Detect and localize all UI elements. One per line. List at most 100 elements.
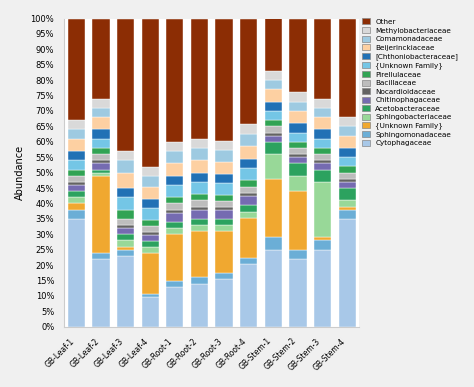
Bar [191, 200, 208, 207]
Bar [166, 151, 183, 163]
Bar [289, 102, 307, 111]
Bar [68, 120, 85, 130]
Bar [92, 19, 109, 99]
Bar [117, 247, 134, 250]
Bar [314, 108, 331, 117]
Bar [314, 130, 331, 139]
Bar [92, 253, 109, 259]
Bar [264, 127, 282, 133]
Bar [264, 71, 282, 80]
Bar [68, 185, 85, 191]
Bar [215, 210, 233, 219]
Bar [264, 89, 282, 102]
Bar [215, 231, 233, 273]
Bar [92, 99, 109, 108]
Bar [117, 210, 134, 219]
Bar [92, 117, 109, 130]
Bar [240, 193, 257, 196]
Bar [142, 19, 159, 167]
Bar [215, 174, 233, 183]
Bar [166, 163, 183, 176]
Bar [215, 195, 233, 201]
Bar [314, 148, 331, 154]
Bar [240, 218, 257, 258]
Bar [215, 162, 233, 174]
Bar [92, 148, 109, 154]
Bar [166, 185, 183, 197]
Bar [264, 19, 282, 71]
Bar [240, 134, 257, 146]
Bar [338, 188, 356, 200]
Bar [142, 253, 159, 294]
Bar [191, 19, 208, 139]
Bar [142, 297, 159, 327]
Bar [314, 139, 331, 148]
Bar [166, 176, 183, 185]
Bar [68, 204, 85, 210]
Legend: Other, Methylobacteriaceae, Comamonadaceae, Beijerinckiaceae, [Chthoniobacterace: Other, Methylobacteriaceae, Comamonadace… [363, 19, 458, 146]
Bar [338, 117, 356, 127]
Bar [264, 120, 282, 127]
Bar [264, 250, 282, 327]
Bar [191, 231, 208, 277]
Bar [264, 142, 282, 154]
Bar [142, 187, 159, 199]
Bar [117, 225, 134, 228]
Bar [142, 294, 159, 297]
Bar [314, 237, 331, 240]
Bar [215, 183, 233, 195]
Bar [68, 160, 85, 170]
Bar [191, 139, 208, 148]
Bar [338, 173, 356, 179]
Bar [289, 157, 307, 163]
Bar [215, 141, 233, 150]
Bar [191, 207, 208, 210]
Bar [68, 151, 85, 160]
Bar [289, 142, 307, 148]
Bar [215, 279, 233, 327]
Bar [314, 19, 331, 99]
Bar [92, 108, 109, 117]
Bar [240, 187, 257, 193]
Bar [68, 191, 85, 197]
Bar [68, 170, 85, 176]
Bar [142, 176, 159, 187]
Bar [92, 154, 109, 160]
Bar [191, 194, 208, 200]
Bar [117, 256, 134, 327]
Bar [289, 19, 307, 92]
Bar [314, 99, 331, 108]
Bar [92, 173, 109, 176]
Bar [289, 191, 307, 250]
Bar [240, 19, 257, 124]
Bar [68, 210, 85, 219]
Bar [166, 228, 183, 234]
Bar [240, 159, 257, 168]
Bar [117, 19, 134, 151]
Bar [289, 123, 307, 133]
Bar [338, 135, 356, 148]
Bar [338, 127, 356, 135]
Bar [166, 234, 183, 281]
Bar [166, 142, 183, 151]
Bar [117, 160, 134, 173]
Bar [338, 182, 356, 188]
Bar [166, 197, 183, 204]
Bar [289, 259, 307, 327]
Bar [264, 111, 282, 120]
Bar [264, 133, 282, 135]
Bar [314, 160, 331, 163]
Bar [191, 277, 208, 284]
Bar [289, 154, 307, 157]
Bar [215, 273, 233, 279]
Bar [68, 19, 85, 120]
Bar [289, 250, 307, 259]
Bar [289, 92, 307, 102]
Bar [338, 207, 356, 210]
Bar [117, 219, 134, 225]
Bar [289, 111, 307, 123]
Bar [142, 220, 159, 226]
Bar [117, 173, 134, 188]
Bar [338, 179, 356, 182]
Bar [92, 259, 109, 327]
